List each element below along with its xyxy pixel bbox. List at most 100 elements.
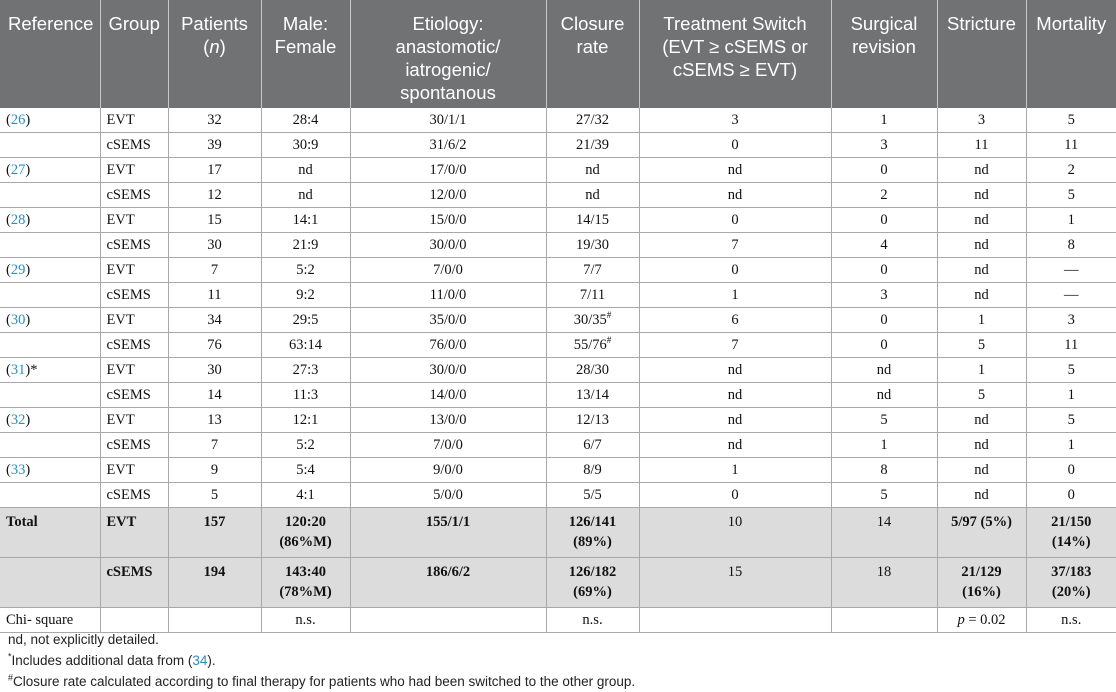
surgical-cell: 2 xyxy=(831,182,938,208)
group-cell: cSEMS xyxy=(100,282,169,308)
surgical-cell: 8 xyxy=(831,457,938,483)
reference-cell: (30) xyxy=(0,307,101,333)
group-cell: cSEMS xyxy=(100,332,169,358)
etiology-cell: 30/0/0 xyxy=(350,357,547,383)
switch-cell: nd xyxy=(639,357,832,383)
switch-cell: 7 xyxy=(639,232,832,258)
table-footnotes: nd, not explicitly detailed. *Includes a… xyxy=(8,629,635,692)
chi-closure: n.s. xyxy=(546,607,640,633)
stricture-cell: nd xyxy=(937,157,1027,183)
switch-cell: 15 xyxy=(639,557,832,608)
reference-link[interactable]: 33 xyxy=(10,461,26,478)
surgical-cell: 5 xyxy=(831,482,938,508)
reference-link[interactable]: 28 xyxy=(10,211,26,228)
stricture-cell: 3 xyxy=(937,108,1027,133)
mortality-cell: 11 xyxy=(1026,332,1116,358)
patients-cell: 7 xyxy=(168,432,262,458)
male-female-cell: 21:9 xyxy=(261,232,351,258)
closure-cell: nd xyxy=(546,157,640,183)
patients-cell: 30 xyxy=(168,232,262,258)
group-cell: EVT xyxy=(100,307,169,333)
surgical-cell: 1 xyxy=(831,108,938,133)
reference-cell: (29) xyxy=(0,257,101,283)
reference-cell: (27) xyxy=(0,157,101,183)
group-cell: EVT xyxy=(100,257,169,283)
group-cell: EVT xyxy=(100,457,169,483)
switch-cell: 1 xyxy=(639,282,832,308)
table-row: (31)* EVT 30 27:3 30/0/0 28/30 nd nd 1 5 xyxy=(0,357,1116,383)
reference-link[interactable]: 32 xyxy=(10,411,26,428)
chi-male-female: n.s. xyxy=(261,607,351,633)
table-row: (26) EVT 32 28:4 30/1/1 27/32 3 1 3 5 xyxy=(0,108,1116,133)
group-cell: EVT xyxy=(100,357,169,383)
reference-link[interactable]: 31 xyxy=(10,361,26,378)
patients-cell: 7 xyxy=(168,257,262,283)
mortality-cell: 2 xyxy=(1026,157,1116,183)
switch-cell: 10 xyxy=(639,507,832,558)
patients-cell: 32 xyxy=(168,108,262,133)
male-female-cell: 30:9 xyxy=(261,132,351,158)
reference-link[interactable]: 27 xyxy=(10,161,26,178)
male-female-cell: 29:5 xyxy=(261,307,351,333)
etiology-cell: 17/0/0 xyxy=(350,157,547,183)
reference-link[interactable]: 26 xyxy=(10,111,26,128)
header-row: Reference Group Patients (n) Male: Female … xyxy=(0,0,1116,108)
reference-cell xyxy=(0,332,101,358)
patients-cell: 5 xyxy=(168,482,262,508)
male-female-cell: nd xyxy=(261,182,351,208)
surgical-cell: nd xyxy=(831,382,938,408)
header-patients: Patients (n) xyxy=(168,0,262,108)
stricture-cell: nd xyxy=(937,182,1027,208)
surgical-cell: 0 xyxy=(831,332,938,358)
table-row: cSEMS 76 63:14 76/0/0 55/76# 7 0 5 11 xyxy=(0,332,1116,358)
male-female-cell: 11:3 xyxy=(261,382,351,408)
header-mortality: Mortality xyxy=(1026,0,1116,108)
male-female-cell: 12:1 xyxy=(261,407,351,433)
group-cell: cSEMS xyxy=(100,132,169,158)
reference-link[interactable]: 29 xyxy=(10,261,26,278)
surgical-cell: 4 xyxy=(831,232,938,258)
patients-cell: 9 xyxy=(168,457,262,483)
reference-cell: (33) xyxy=(0,457,101,483)
reference-link[interactable]: 34 xyxy=(192,653,208,668)
group-cell: cSEMS xyxy=(100,232,169,258)
reference-cell xyxy=(0,132,101,158)
reference-cell xyxy=(0,182,101,208)
mortality-cell: 11 xyxy=(1026,132,1116,158)
mortality-cell: — xyxy=(1026,282,1116,308)
closure-cell: 13/14 xyxy=(546,382,640,408)
etiology-cell: 11/0/0 xyxy=(350,282,547,308)
closure-cell: 7/7 xyxy=(546,257,640,283)
male-female-cell: nd xyxy=(261,157,351,183)
surgical-cell: 5 xyxy=(831,407,938,433)
mortality-cell: 21/150 (14%) xyxy=(1026,507,1116,558)
chi-square-label: Chi- square xyxy=(0,607,101,633)
patients-cell: 14 xyxy=(168,382,262,408)
closure-cell: 7/11 xyxy=(546,282,640,308)
header-stricture: Stricture xyxy=(937,0,1027,108)
male-female-cell: 9:2 xyxy=(261,282,351,308)
patients-cell: 157 xyxy=(168,507,262,558)
reference-cell xyxy=(0,432,101,458)
chi-square-row: Chi- square n.s. n.s. p = 0.02 n.s. xyxy=(0,607,1116,633)
reference-cell: (32) xyxy=(0,407,101,433)
patients-cell: 30 xyxy=(168,357,262,383)
mortality-cell: — xyxy=(1026,257,1116,283)
total-row-evt: Total EVT 157 120:20 (86%M) 155/1/1 126/1… xyxy=(0,507,1116,558)
etiology-cell: 76/0/0 xyxy=(350,332,547,358)
switch-cell: 0 xyxy=(639,482,832,508)
empty-cell xyxy=(831,607,938,633)
male-female-cell: 28:4 xyxy=(261,108,351,133)
male-female-cell: 5:4 xyxy=(261,457,351,483)
closure-cell: 5/5 xyxy=(546,482,640,508)
group-cell: cSEMS xyxy=(100,382,169,408)
switch-cell: 0 xyxy=(639,132,832,158)
etiology-cell: 15/0/0 xyxy=(350,207,547,233)
table-row: (30) EVT 34 29:5 35/0/0 30/35# 6 0 1 3 xyxy=(0,307,1116,333)
total-label xyxy=(0,557,101,608)
switch-cell: 0 xyxy=(639,257,832,283)
mortality-cell: 1 xyxy=(1026,382,1116,408)
reference-link[interactable]: 30 xyxy=(10,311,26,328)
